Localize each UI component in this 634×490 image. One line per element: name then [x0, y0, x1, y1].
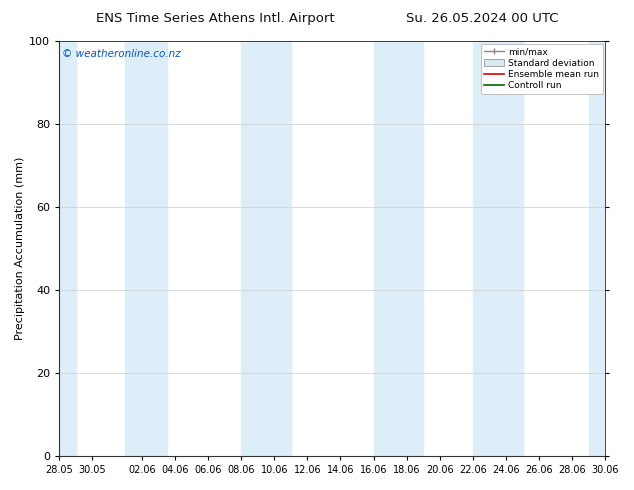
- Bar: [373, 41, 398, 456]
- Bar: [59, 41, 75, 456]
- Bar: [126, 41, 142, 456]
- Bar: [142, 41, 167, 456]
- Bar: [473, 41, 498, 456]
- Legend: min/max, Standard deviation, Ensemble mean run, Controll run: min/max, Standard deviation, Ensemble me…: [481, 44, 602, 94]
- Bar: [241, 41, 266, 456]
- Text: © weatheronline.co.nz: © weatheronline.co.nz: [62, 49, 181, 59]
- Text: Su. 26.05.2024 00 UTC: Su. 26.05.2024 00 UTC: [406, 12, 558, 25]
- Bar: [398, 41, 424, 456]
- Bar: [266, 41, 291, 456]
- Bar: [589, 41, 605, 456]
- Text: ENS Time Series Athens Intl. Airport: ENS Time Series Athens Intl. Airport: [96, 12, 335, 25]
- Y-axis label: Precipitation Accumulation (mm): Precipitation Accumulation (mm): [15, 157, 25, 340]
- Bar: [498, 41, 522, 456]
